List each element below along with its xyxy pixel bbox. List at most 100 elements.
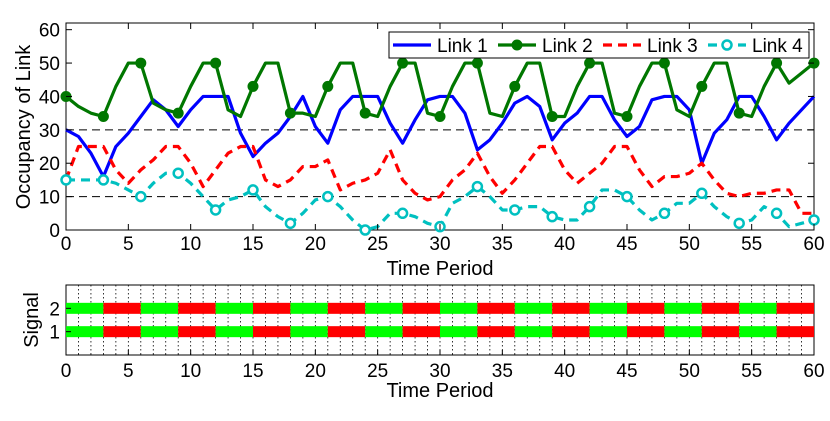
signal-segment-green	[440, 302, 478, 314]
signal-plot-area	[65, 284, 815, 356]
signal-segment-green	[739, 326, 777, 338]
data-point-link-4	[135, 190, 147, 203]
x-tick-label: 20	[305, 361, 326, 382]
x-tick-label: 15	[242, 234, 263, 255]
signal-segment-green	[140, 302, 179, 314]
y-tick-label: 40	[39, 87, 60, 108]
x-tick-label: 10	[180, 234, 201, 255]
x-tick-label: 45	[616, 361, 637, 382]
data-point-link-4	[621, 190, 633, 203]
y-tick-label: 50	[39, 54, 60, 75]
signal-rows	[66, 302, 814, 338]
signal-y-ticks: 21	[49, 299, 71, 344]
x-tick-label: 50	[679, 234, 700, 255]
x-tick-label: 35	[492, 361, 513, 382]
series-line-link-3	[64, 144, 814, 215]
signal-segment-red	[327, 326, 366, 338]
x-tick-label: 40	[554, 361, 575, 382]
occupancy-x-ticks: 0 5 10 15 20 25 30 35 40 45 50 55 60	[61, 23, 825, 255]
data-point-link-2	[172, 107, 184, 119]
signal-segment-red	[627, 302, 665, 314]
data-point-link-2	[621, 110, 633, 122]
legend-label: Link 1	[437, 36, 488, 57]
data-point-link-2	[284, 107, 296, 119]
signal-segment-red	[552, 302, 590, 314]
x-tick-label: 55	[741, 361, 762, 382]
signal-segment-green	[514, 302, 553, 314]
signal-x-axis-label: Time Period	[386, 380, 493, 402]
x-tick-label: 45	[616, 234, 637, 255]
x-tick-label: 10	[180, 361, 201, 382]
data-point-link-4	[284, 217, 297, 230]
y-tick-label: 1	[49, 323, 60, 344]
data-point-link-4	[172, 167, 184, 179]
occupancy-y-axis-label: Occupancy of Link	[13, 44, 35, 210]
signal-segment-green	[514, 326, 553, 338]
signal-chart: 0 5 10 15 20 25 30 35 40 45 50 55 60 21 Time Period …	[21, 284, 825, 402]
data-point-link-4	[808, 214, 820, 226]
signal-segment-green	[440, 326, 478, 338]
x-tick-label: 25	[367, 361, 388, 382]
data-point-link-4	[696, 187, 708, 200]
data-point-link-2	[696, 80, 708, 92]
data-point-link-2	[509, 80, 521, 92]
data-point-link-2	[210, 57, 222, 69]
signal-segment-red	[327, 302, 366, 314]
x-tick-label: 35	[492, 234, 513, 255]
x-tick-label: 5	[123, 361, 134, 382]
data-point-link-2	[584, 57, 596, 69]
y-tick-label: 0	[49, 221, 60, 242]
data-point-link-4	[733, 217, 745, 230]
occupancy-x-axis-label: Time Period	[386, 258, 493, 280]
data-point-link-2	[359, 107, 371, 119]
legend-label: Link 2	[542, 36, 593, 57]
data-point-link-2	[658, 57, 670, 69]
signal-segment-green	[290, 302, 328, 314]
signal-segment-red	[402, 326, 440, 338]
signal-segment-green	[66, 326, 104, 338]
legend-label: Link 4	[752, 36, 803, 57]
signal-x-ticks: 0 5 10 15 20 25 30 35 40 45 50 55 60	[61, 350, 825, 382]
x-tick-label: 60	[803, 361, 824, 382]
occupancy-chart: 0 5 10 15 20 25 30 35 40 45 50 55 60 0 10 20 30 40 50 60 T…	[13, 21, 825, 280]
signal-segment-green	[215, 302, 253, 314]
data-point-link-2	[434, 110, 446, 122]
signal-segment-red	[178, 326, 216, 338]
x-tick-label: 15	[242, 361, 263, 382]
signal-segment-red	[627, 326, 665, 338]
signal-segment-green	[589, 326, 627, 338]
signal-segment-red	[477, 302, 515, 314]
signal-segment-red	[701, 302, 740, 314]
y-tick-label: 60	[39, 21, 60, 42]
signal-segment-red	[103, 302, 141, 314]
data-point-link-4	[359, 224, 371, 236]
signal-segment-green	[664, 326, 702, 338]
x-tick-label: 5	[123, 234, 134, 255]
signal-segment-red	[402, 302, 440, 314]
x-tick-label: 20	[305, 234, 326, 255]
signal-segment-green	[66, 302, 104, 314]
data-point-link-2	[135, 57, 147, 69]
data-point-link-2	[247, 80, 259, 92]
series-line-link-1	[65, 94, 816, 179]
signal-segment-red	[477, 326, 515, 338]
x-tick-label: 55	[741, 234, 762, 255]
x-tick-label: 30	[429, 234, 450, 255]
signal-segment-green	[664, 302, 702, 314]
signal-segment-red	[178, 302, 216, 314]
data-point-link-2	[322, 80, 334, 92]
data-point-link-4	[471, 180, 484, 193]
data-point-link-4	[396, 207, 409, 220]
data-point-link-2	[546, 110, 558, 122]
y-tick-label: 2	[49, 299, 60, 320]
y-tick-label: 30	[39, 121, 60, 142]
signal-segment-green	[739, 302, 777, 314]
legend-marker	[721, 39, 733, 51]
signal-segment-red	[776, 302, 814, 314]
x-tick-label: 50	[679, 361, 700, 382]
data-point-link-4	[247, 184, 259, 196]
occupancy-y-ticks: 0 10 20 30 40 50 60	[39, 21, 814, 242]
legend-label: Link 3	[647, 36, 698, 57]
